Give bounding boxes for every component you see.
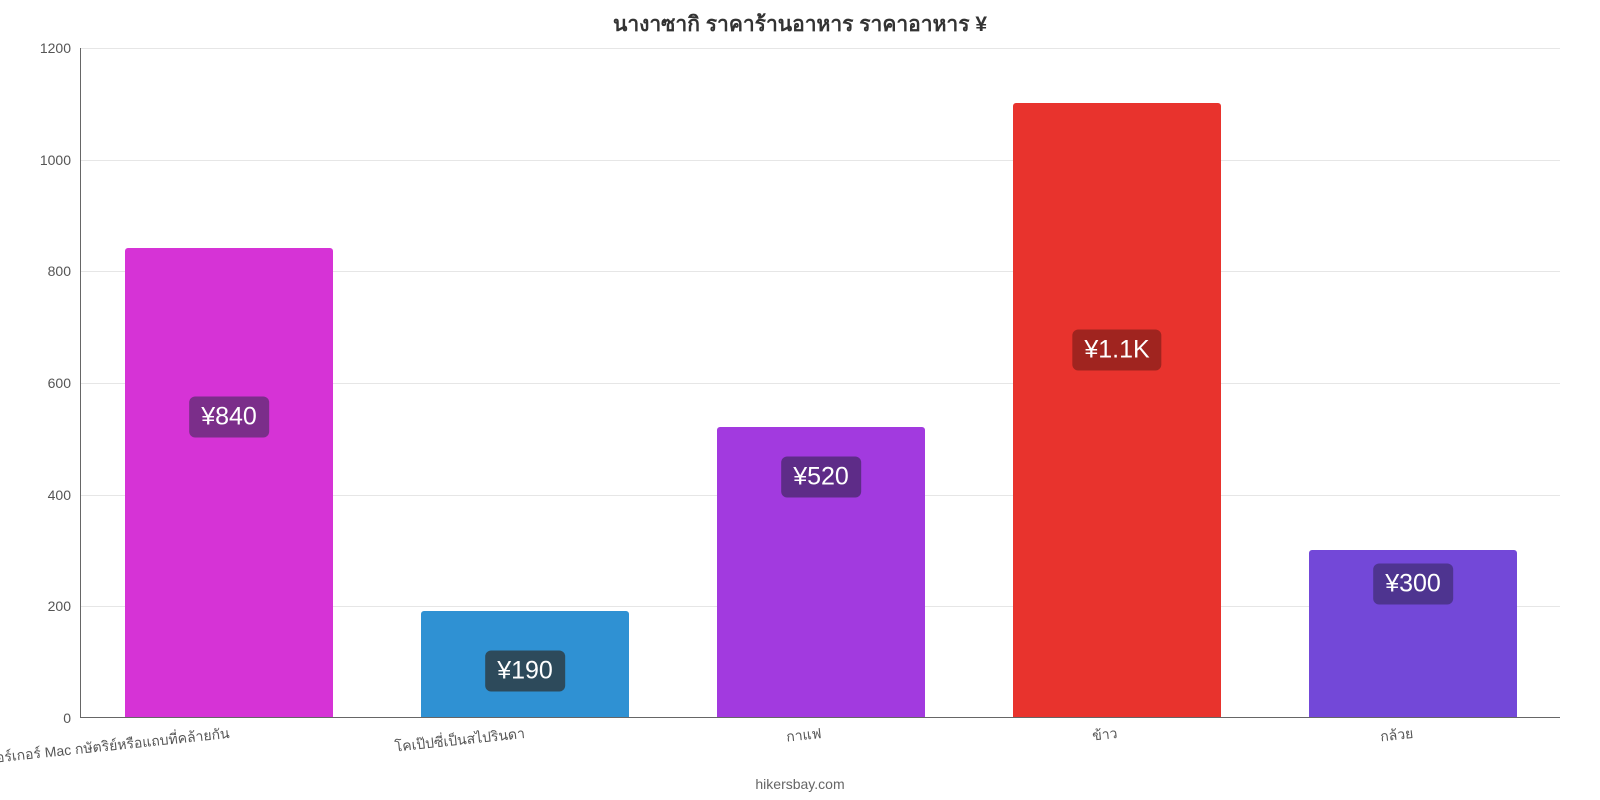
x-tick-label: เบอร์เกอร์ Mac กษัตริย์หรือแถบที่คล้ายกั… <box>0 723 230 771</box>
plot-area: 020040060080010001200¥840เบอร์เกอร์ Mac … <box>80 48 1560 718</box>
bar-value-badge: ¥840 <box>189 396 269 437</box>
y-tick-label: 1000 <box>40 152 81 168</box>
y-tick-label: 200 <box>48 598 81 614</box>
y-tick-label: 400 <box>48 487 81 503</box>
x-tick-label: ข้าว <box>1091 723 1118 748</box>
y-tick-label: 0 <box>63 710 81 726</box>
bar-value-badge: ¥1.1K <box>1072 329 1161 370</box>
y-tick-label: 600 <box>48 375 81 391</box>
bar-value-badge: ¥520 <box>781 456 861 497</box>
bar-value-badge: ¥300 <box>1373 564 1453 605</box>
gridline <box>81 160 1560 161</box>
x-tick-label: กาแฟ <box>785 723 822 749</box>
x-tick-label: โคเป๊ปซี่เป็นสไปรินดา <box>394 723 526 759</box>
chart-title: นางาซากิ ราคาร้านอาหาร ราคาอาหาร ¥ <box>0 8 1600 41</box>
bar <box>125 248 332 717</box>
gridline <box>81 48 1560 49</box>
bar <box>1013 103 1220 717</box>
bar-value-badge: ¥190 <box>485 651 565 692</box>
x-tick-label: กล้วย <box>1379 723 1414 748</box>
y-tick-label: 1200 <box>40 40 81 56</box>
y-tick-label: 800 <box>48 263 81 279</box>
chart-footer: hikersbay.com <box>0 776 1600 792</box>
